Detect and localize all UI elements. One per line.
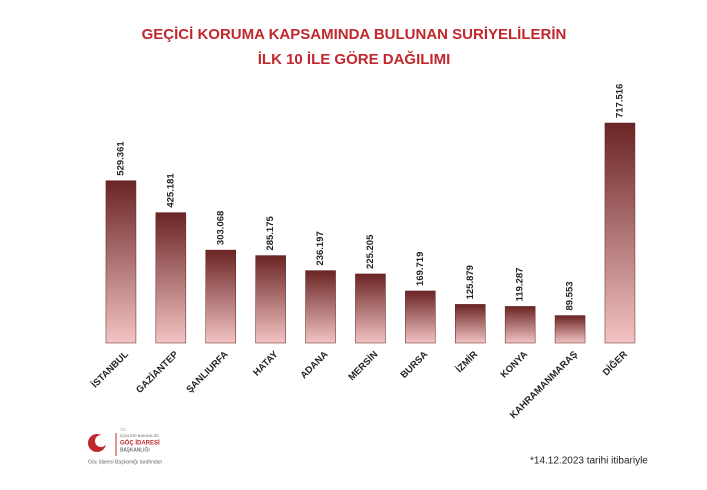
chart-title: İLK 10 İLE GÖRE DAĞILIMI	[258, 50, 451, 68]
bar	[305, 270, 336, 344]
data-label: 89.553	[565, 281, 576, 310]
footnote: *14.12.2023 tarihi itibariyle	[530, 456, 648, 467]
x-tick-label: MERSİN	[346, 349, 380, 383]
bar	[504, 306, 536, 344]
bar	[105, 180, 137, 344]
logo: T.C. İÇİŞLERİ BAKANLIĞI GÖÇ İDARESİ BAŞK…	[88, 427, 162, 465]
x-tick-label: İZMİR	[454, 349, 480, 375]
data-label: 717.516	[614, 84, 625, 118]
x-tick-label: ŞANLIURFA	[184, 349, 230, 395]
x-tick-label: BURSA	[399, 349, 431, 381]
x-tick-label: DİĞER	[600, 348, 630, 378]
x-tick-label: HATAY	[251, 349, 281, 379]
logo-mark	[95, 435, 107, 447]
logo-caption: Göç İdaresi Başkanlığı tarafından	[88, 458, 162, 465]
data-label: 303.068	[215, 211, 226, 245]
data-label: 425.181	[165, 173, 176, 208]
bar	[455, 304, 486, 344]
x-tick-label: KONYA	[499, 349, 531, 381]
data-label: 169.719	[415, 252, 426, 286]
bar	[255, 255, 286, 344]
data-label: 119.287	[515, 268, 526, 302]
x-tick-label: GAZİANTEP	[134, 349, 181, 396]
data-label: 125.879	[465, 265, 476, 299]
data-label: 225.205	[365, 234, 376, 269]
data-label: 529.361	[115, 141, 126, 176]
data-label: 236.197	[315, 231, 326, 265]
logo-text: BAŞKANLIĞI	[120, 446, 150, 453]
logo-text: İÇİŞLERİ BAKANLIĞI	[120, 433, 159, 438]
bar	[554, 315, 586, 344]
x-tick-label: İSTANBUL	[90, 349, 131, 390]
bar	[405, 290, 436, 344]
bar	[155, 212, 187, 344]
chart-title: GEÇİCİ KORUMA KAPSAMINDA BULUNAN SURİYEL…	[142, 26, 567, 43]
x-tick-label: ADANA	[298, 349, 330, 381]
bar	[205, 249, 236, 344]
logo-text: GÖÇ İDARESİ	[120, 440, 160, 447]
data-label: 285.175	[265, 216, 276, 251]
logo-text: T.C.	[120, 427, 127, 432]
bar	[604, 122, 636, 344]
bar	[355, 273, 386, 344]
